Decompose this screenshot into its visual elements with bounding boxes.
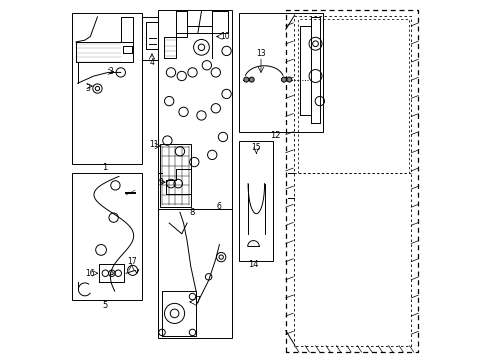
Text: 8: 8 — [189, 208, 195, 217]
Bar — [72, 13, 142, 164]
Circle shape — [281, 77, 286, 82]
Circle shape — [95, 86, 100, 91]
Text: 10: 10 — [220, 32, 230, 41]
Circle shape — [249, 77, 254, 82]
Bar — [158, 10, 231, 209]
Text: 15: 15 — [251, 143, 261, 152]
Circle shape — [110, 272, 113, 275]
Text: 5: 5 — [102, 301, 107, 310]
Text: 13: 13 — [256, 49, 265, 58]
Text: 6: 6 — [217, 202, 222, 211]
Text: 4: 4 — [149, 58, 154, 67]
Text: 1: 1 — [102, 163, 107, 172]
Bar — [239, 13, 323, 132]
Bar — [72, 173, 142, 300]
Text: 2: 2 — [108, 67, 113, 76]
Text: 16: 16 — [85, 269, 95, 278]
Bar — [158, 209, 231, 338]
Bar — [160, 144, 190, 207]
Text: 3: 3 — [85, 84, 90, 93]
Bar — [239, 140, 273, 261]
Text: 12: 12 — [269, 131, 280, 140]
Text: 11: 11 — [149, 140, 159, 149]
Bar — [142, 17, 162, 60]
Text: 14: 14 — [248, 261, 258, 270]
Text: 17: 17 — [126, 257, 136, 266]
Circle shape — [286, 77, 291, 82]
Text: 9: 9 — [158, 177, 163, 186]
Text: 7: 7 — [195, 296, 200, 305]
Circle shape — [244, 77, 248, 82]
